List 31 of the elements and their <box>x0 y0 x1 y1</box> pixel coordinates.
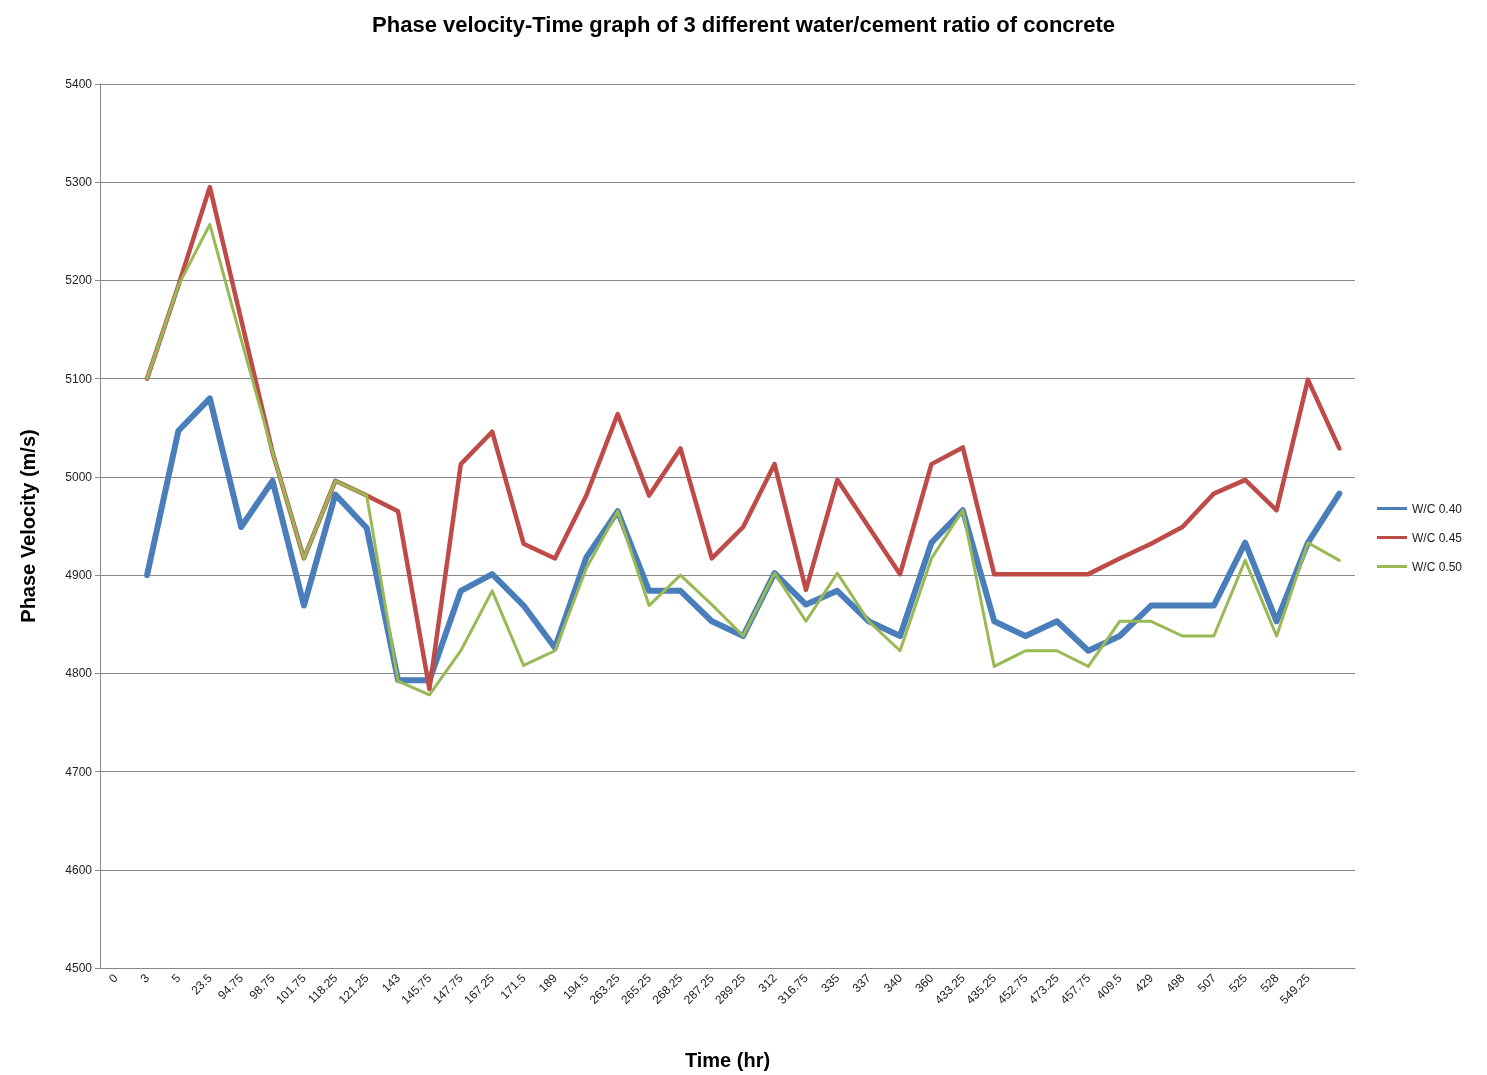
x-tick-label: 0 <box>106 970 121 986</box>
legend-label: W/C 0.50 <box>1411 559 1463 574</box>
chart-title: Phase velocity-Time graph of 3 different water/cement ratio of concrete <box>372 11 1115 37</box>
x-tick-label: 360 <box>912 970 937 996</box>
y-tick-label: 5300 <box>65 175 93 190</box>
y-tick-label: 5400 <box>65 77 93 91</box>
x-tick-label: 429 <box>1131 970 1157 996</box>
x-tick-label: 525 <box>1226 970 1251 996</box>
y-tick-label: 5100 <box>65 371 93 386</box>
y-tick-label: 4800 <box>65 666 93 681</box>
x-tick-label: 337 <box>849 970 874 996</box>
legend-label: W/C 0.40 <box>1411 501 1463 516</box>
y-tick-label: 4700 <box>65 764 93 779</box>
x-tick-label: 335 <box>818 970 843 996</box>
x-tick-label: 528 <box>1257 970 1282 996</box>
x-tick-label: 498 <box>1163 970 1188 996</box>
x-tick-label: 507 <box>1194 970 1219 996</box>
y-tick-label: 4500 <box>65 961 93 975</box>
y-tick-label: 4900 <box>65 568 93 583</box>
y-tick-label: 5000 <box>65 469 93 484</box>
y-axis-title: Phase Velocity (m/s) <box>17 429 39 623</box>
x-axis-title: Time (hr) <box>684 1049 771 1071</box>
x-tick-label: 189 <box>535 970 561 996</box>
x-tick-label: 5 <box>168 970 184 986</box>
x-tick-label: 312 <box>755 970 780 996</box>
y-tick-label: 4600 <box>65 862 93 877</box>
y-tick-label: 5200 <box>65 273 93 288</box>
legend-label: W/C 0.45 <box>1411 530 1463 545</box>
x-tick-label: 340 <box>880 970 906 996</box>
x-tick-label: 3 <box>137 970 153 986</box>
x-tick-label: 143 <box>378 970 404 996</box>
